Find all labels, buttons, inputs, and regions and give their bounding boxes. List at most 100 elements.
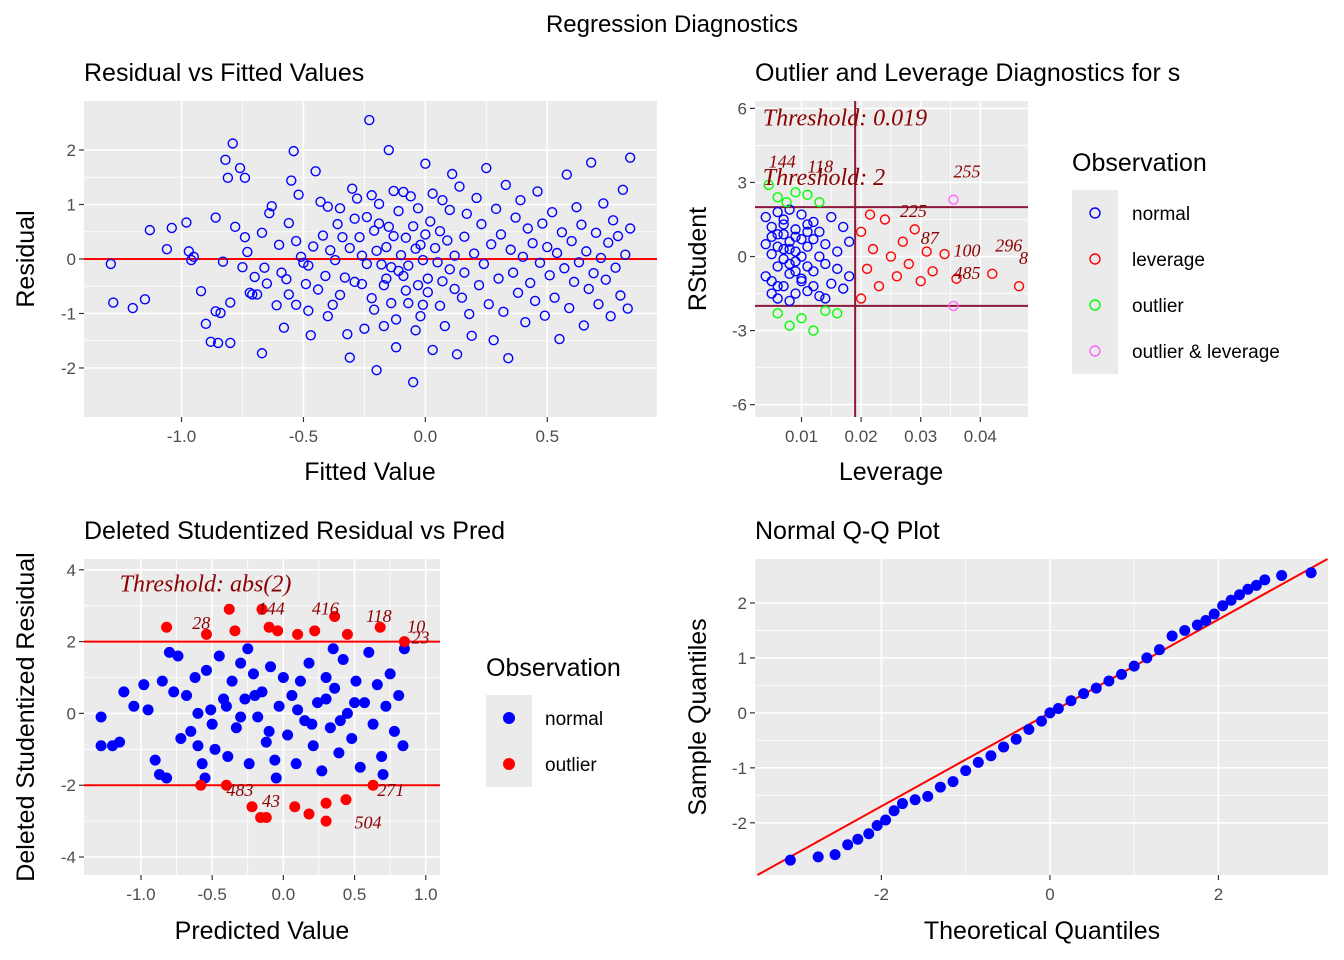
p2-point-leverage: [885, 251, 897, 262]
p1-point: [322, 311, 334, 322]
p2-y-tick-label: 6: [738, 99, 747, 118]
p1-point: [251, 289, 263, 300]
p1-point: [444, 204, 455, 216]
p1-point: [166, 222, 177, 234]
p3-point-outlier: [320, 815, 332, 827]
p3-point-normal: [359, 697, 371, 709]
p4-point: [972, 756, 984, 768]
p3-point-normal: [181, 689, 193, 701]
p3-point-outlier: [367, 779, 379, 791]
p3-x-tick-label: 0.5: [343, 885, 367, 904]
p1-points: [105, 114, 636, 388]
p1-point: [225, 337, 236, 349]
p3-point-normal: [161, 772, 173, 784]
p1-title: Residual vs Fitted Values: [84, 59, 364, 87]
p1-point: [244, 287, 256, 298]
p1-point: [264, 208, 275, 219]
figure-title: Regression Diagnostics: [546, 11, 798, 38]
p4-y-tick-label: 1: [738, 649, 747, 668]
p3-point-normal: [329, 682, 341, 694]
p4-point: [896, 798, 908, 810]
p3-point-label: 118: [366, 606, 392, 626]
p3-point-normal: [114, 736, 126, 748]
p3-point-normal: [156, 675, 168, 687]
p1-point: [454, 181, 465, 192]
p4-point: [842, 839, 854, 851]
p4-point: [863, 828, 875, 840]
p1-point: [351, 193, 363, 204]
p3-point-label: 504: [355, 812, 382, 832]
p2-point-outlier: [784, 320, 795, 331]
p1-point: [398, 270, 409, 282]
p2-point-normal: [814, 251, 825, 262]
p1-point: [312, 284, 324, 295]
p3-point-normal: [168, 686, 180, 698]
p1-point: [551, 247, 563, 259]
p3-point-label: 43: [262, 791, 280, 811]
p3-legend: Observation normal outlier: [486, 654, 621, 787]
p1-point: [344, 242, 355, 254]
p2-point-label: 485: [953, 263, 980, 283]
p1-point: [603, 237, 614, 248]
p1-point: [366, 190, 377, 201]
p3-point-normal: [282, 729, 294, 741]
p3-point-normal: [371, 679, 383, 691]
p1-point: [461, 208, 473, 219]
p1-y-tick-label: 2: [67, 141, 76, 160]
p2-y-tick-label: 0: [738, 248, 747, 267]
p4-point: [998, 741, 1010, 753]
p1-point: [373, 218, 385, 229]
p1-point: [607, 215, 619, 226]
p2-point-leverage: [864, 209, 876, 220]
p3-legend-key: [503, 758, 515, 770]
p3-point-normal: [243, 758, 255, 770]
p1-point: [522, 223, 533, 234]
p2-point-normal: [826, 278, 837, 289]
p2-point-normal: [832, 246, 843, 257]
outlier-leverage-panel: Outlier and Leverage Diagnostics for s T…: [684, 59, 1280, 486]
p1-point: [532, 186, 543, 197]
p1-point: [483, 299, 494, 310]
p1-point: [247, 289, 258, 300]
p3-point-outlier: [272, 625, 284, 637]
p1-point: [347, 183, 358, 194]
p3-point-normal: [316, 765, 328, 777]
p3-point-outlier: [303, 808, 315, 820]
p3-point-normal: [142, 704, 154, 716]
p3-point-normal: [235, 711, 247, 723]
p1-point: [210, 306, 221, 317]
p1-point: [337, 232, 348, 243]
p1-point: [612, 230, 624, 242]
p1-point: [583, 283, 594, 295]
p3-point-normal: [363, 646, 375, 658]
p1-point: [471, 192, 482, 204]
p2-point-normal: [843, 236, 855, 247]
p1-point: [381, 273, 392, 284]
p2-point-outlier: [772, 308, 783, 319]
p1-point: [622, 303, 633, 314]
p3-point-normal: [376, 751, 388, 762]
p2-x-ticks: 0.01 0.02 0.03 0.04: [785, 417, 997, 446]
p1-point: [288, 145, 299, 157]
p1-point: [356, 278, 368, 290]
p1-point: [493, 273, 504, 284]
p1-point: [217, 256, 229, 267]
p2-point-normal: [802, 261, 813, 272]
p1-point: [512, 287, 524, 298]
p1-point: [383, 144, 394, 156]
p1-point: [546, 206, 558, 218]
p3-point-normal: [333, 747, 345, 759]
p3-point-normal: [209, 743, 221, 755]
p1-point: [495, 229, 507, 240]
p2-point-leverage: [939, 248, 950, 260]
p4-point: [922, 790, 934, 802]
p4-x-tick-label: 2: [1214, 885, 1223, 904]
normal-qq-panel: Normal Q-Q Plot -2 0 2 -2 -1 0 1 2 Theoretical…: [684, 517, 1328, 945]
p1-point: [395, 249, 407, 261]
p2-legend-key: [1089, 253, 1101, 265]
p4-point: [1116, 668, 1128, 680]
p4-point: [1259, 574, 1271, 586]
p1-point: [605, 311, 616, 322]
p1-point: [571, 202, 582, 213]
p1-point: [334, 289, 346, 301]
